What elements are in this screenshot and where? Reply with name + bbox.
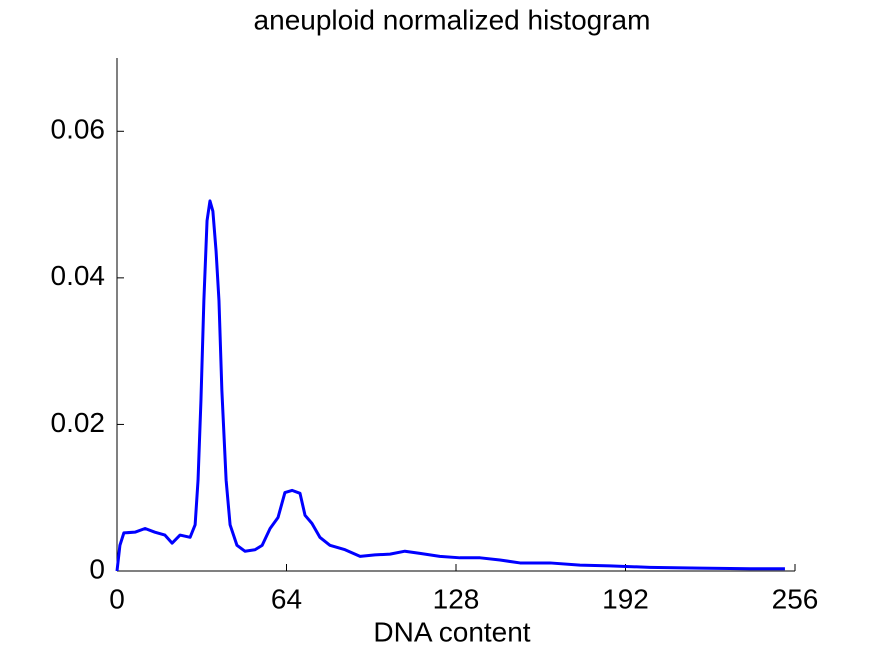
x-axis-label: DNA content: [373, 616, 530, 647]
data-line: [115, 199, 785, 572]
y-tick-label: 0.02: [51, 407, 106, 438]
y-tick-label: 0.04: [51, 260, 106, 291]
x-tick-label: 128: [433, 583, 480, 614]
y-tick-label: 0: [89, 553, 105, 584]
x-tick-label: 192: [602, 583, 649, 614]
x-tick-label: 256: [772, 583, 819, 614]
x-tick-label: 64: [271, 583, 302, 614]
chart-title: aneuploid normalized histogram: [254, 4, 651, 35]
y-tick-label: 0.06: [51, 114, 106, 145]
x-tick-label: 0: [109, 583, 125, 614]
